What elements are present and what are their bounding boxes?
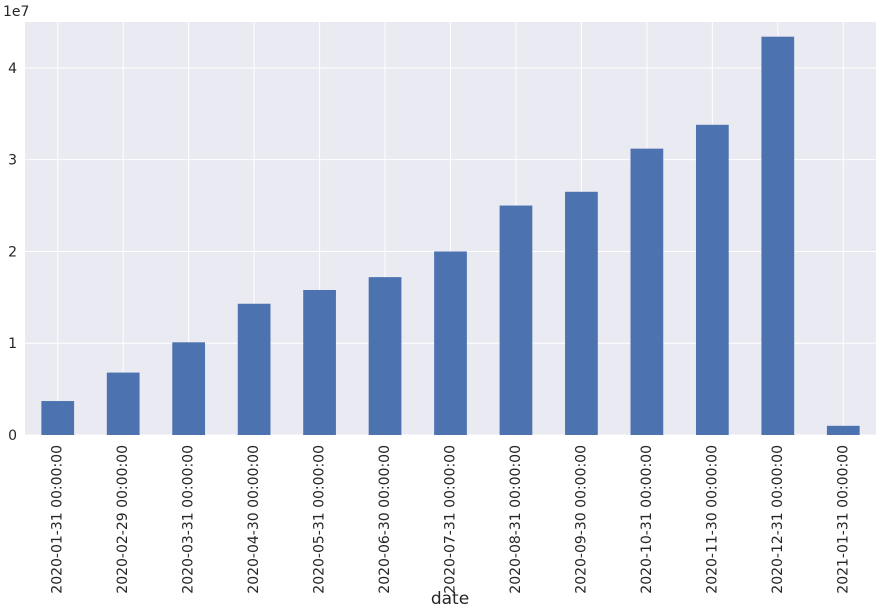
y-tick-labels: 0 1 2 3 4 [8,61,17,444]
x-axis-title: date [431,589,469,609]
x-tick-label: 2020-12-31 00:00:00 [770,445,786,594]
x-tick-label: 2021-01-31 00:00:00 [835,445,851,594]
bar-2020-08-31 [499,205,533,435]
bars [41,36,860,436]
x-tick-labels: 2020-01-31 00:00:00 2020-02-29 00:00:00 20… [50,445,852,594]
x-tick-label: 2020-03-31 00:00:00 [181,445,197,594]
bar-2020-09-30 [565,191,598,435]
bar-2020-11-30 [695,124,729,436]
y-tick-label: 1 [8,336,17,352]
x-tick-label: 2020-09-30 00:00:00 [573,445,589,594]
bar-2021-01-31 [826,425,860,435]
x-tick-label: 2020-07-31 00:00:00 [443,445,459,594]
bar-2020-04-30 [237,303,271,435]
x-tick-label: 2020-06-30 00:00:00 [377,445,393,594]
y-tick-label: 0 [8,428,17,444]
bar-2020-06-30 [368,277,402,435]
y-tick-label: 4 [8,61,17,77]
x-tick-label: 2020-05-31 00:00:00 [312,445,328,594]
bar-2020-01-31 [41,401,75,435]
bar-2020-03-31 [172,342,206,435]
bar-2020-12-31 [761,36,795,435]
x-tick-label: 2020-10-31 00:00:00 [639,445,655,594]
x-tick-label: 2020-08-31 00:00:00 [508,445,524,594]
x-tick-label: 2020-11-30 00:00:00 [704,445,720,594]
x-tick-label: 2020-02-29 00:00:00 [115,445,131,594]
y-tick-label: 2 [8,244,17,260]
x-tick-label: 2020-04-30 00:00:00 [246,445,262,594]
bar-2020-07-31 [434,251,467,435]
y-offset-label: 1e7 [3,4,29,20]
bar-2020-02-29 [106,372,140,435]
bar-2020-10-31 [630,148,664,436]
bar-2020-05-31 [303,289,336,435]
y-tick-label: 3 [8,153,17,169]
x-tick-label: 2020-01-31 00:00:00 [50,445,66,594]
